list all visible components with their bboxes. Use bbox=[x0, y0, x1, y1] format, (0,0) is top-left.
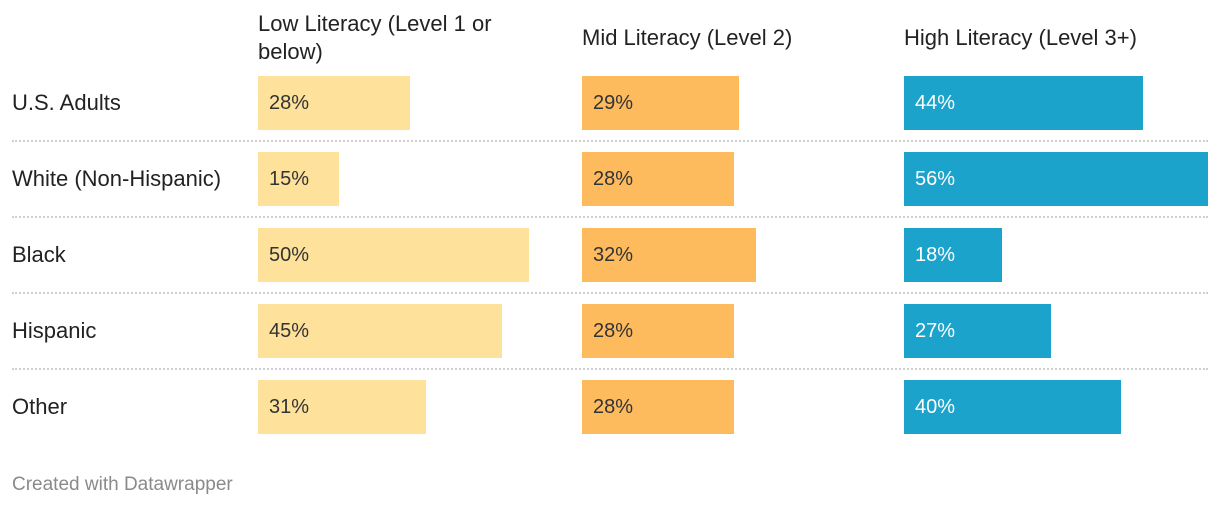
bar: 29% bbox=[582, 76, 739, 130]
row-label: U.S. Adults bbox=[12, 90, 121, 115]
data-label: 18% bbox=[915, 244, 956, 266]
bar: 18% bbox=[904, 228, 1002, 282]
row-separator bbox=[12, 216, 1208, 218]
datawrapper-credit: Created with Datawrapper bbox=[12, 474, 233, 495]
bar: 28% bbox=[582, 304, 734, 358]
row-label: Black bbox=[12, 242, 66, 267]
row-label: Hispanic bbox=[12, 318, 97, 343]
row-separator bbox=[12, 292, 1208, 294]
column-header-3: High Literacy (Level 3+) bbox=[904, 25, 1137, 50]
data-label: 44% bbox=[915, 92, 956, 114]
bar: 27% bbox=[904, 304, 1051, 358]
bar: 28% bbox=[582, 152, 734, 206]
column-header-2: Mid Literacy (Level 2) bbox=[582, 25, 793, 50]
bar: 50% bbox=[258, 228, 529, 282]
data-label: 28% bbox=[593, 320, 634, 342]
data-label: 50% bbox=[269, 244, 310, 266]
data-label: 40% bbox=[915, 396, 956, 418]
data-label: 29% bbox=[593, 92, 634, 114]
bar: 45% bbox=[258, 304, 502, 358]
bar: 44% bbox=[904, 76, 1143, 130]
row-label: Other bbox=[12, 394, 68, 419]
data-label: 31% bbox=[269, 396, 310, 418]
data-label: 56% bbox=[915, 168, 956, 190]
data-label: 32% bbox=[593, 244, 634, 266]
bar: 32% bbox=[582, 228, 756, 282]
data-label: 28% bbox=[269, 92, 310, 114]
data-label: 15% bbox=[269, 168, 310, 190]
row-separator bbox=[12, 368, 1208, 370]
data-label: 28% bbox=[593, 168, 634, 190]
bar: 28% bbox=[258, 76, 410, 130]
bar: 56% bbox=[904, 152, 1208, 206]
column-header-1: Low Literacy (Level 1 or below) bbox=[258, 11, 492, 64]
bar: 40% bbox=[904, 380, 1121, 434]
data-label: 28% bbox=[593, 396, 634, 418]
data-label: 27% bbox=[915, 320, 956, 342]
bar: 31% bbox=[258, 380, 426, 434]
bar: 28% bbox=[582, 380, 734, 434]
bar: 15% bbox=[258, 152, 339, 206]
row-label: White (Non-Hispanic) bbox=[12, 166, 222, 191]
data-label: 45% bbox=[269, 320, 310, 342]
row-separator bbox=[12, 140, 1208, 142]
